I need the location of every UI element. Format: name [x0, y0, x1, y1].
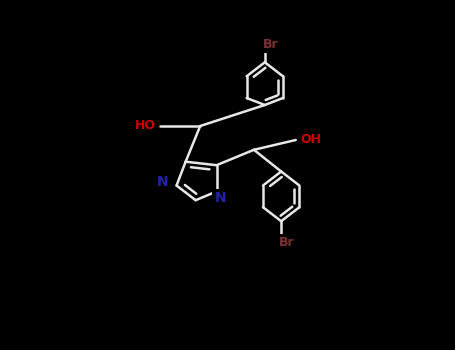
Text: N: N: [157, 175, 169, 189]
Text: Br: Br: [263, 38, 278, 51]
Text: OH: OH: [300, 133, 321, 146]
Text: HO: HO: [135, 119, 156, 132]
Text: Br: Br: [279, 236, 294, 250]
Text: N: N: [214, 191, 226, 205]
